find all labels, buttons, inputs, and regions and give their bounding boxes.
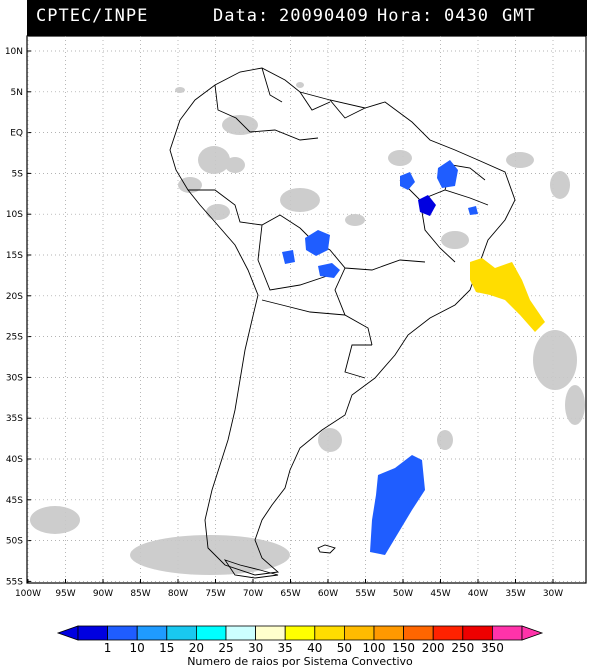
- colorbar-label: 250: [451, 641, 474, 655]
- lon-label: 80W: [168, 589, 188, 599]
- lon-label: 35W: [505, 589, 525, 599]
- lat-label: 50S: [6, 537, 23, 547]
- colorbar-title: Numero de raios por Sistema Convectivo: [187, 655, 413, 668]
- colorbar-swatch: [462, 625, 493, 641]
- system-amazon-3: [318, 263, 340, 278]
- system-ne-3: [418, 195, 436, 216]
- colorbar-label: 20: [189, 641, 204, 655]
- land-boundaries: [169, 67, 516, 579]
- system-amazon-2: [282, 250, 295, 264]
- colorbar-swatch: [491, 625, 523, 641]
- colorbar-max-arrow: [521, 625, 544, 641]
- lat-label: 20S: [6, 292, 23, 302]
- lon-label: 100W: [15, 589, 41, 599]
- lat-label: 45S: [6, 496, 23, 506]
- colorbar-swatch: [373, 625, 405, 641]
- lat-label: EQ: [10, 129, 23, 139]
- south-america-coast: [169, 67, 516, 576]
- colorbar-label: 150: [392, 641, 415, 655]
- map-frame: [26, 35, 587, 584]
- colorbar-swatch: [136, 625, 168, 641]
- convective-systems: [282, 160, 545, 555]
- colorbar-swatch: [255, 625, 286, 641]
- lon-label: 45W: [430, 589, 450, 599]
- lat-label: 10S: [6, 210, 23, 220]
- lat-label: 5S: [12, 169, 24, 179]
- lat-label: 5N: [11, 88, 23, 98]
- lon-label: 50W: [393, 589, 413, 599]
- lon-label: 85W: [130, 589, 150, 599]
- colorbar-swatch: [284, 625, 316, 641]
- colorbar-label: 350: [481, 641, 504, 655]
- date-label: Data:: [213, 6, 270, 26]
- colorbar-swatch: [107, 625, 138, 641]
- colorbar-swatch: [432, 625, 464, 641]
- cloud-cover: [30, 82, 585, 575]
- colorbar-label: 30: [248, 641, 263, 655]
- colorbar-label: 35: [278, 641, 293, 655]
- lat-label: 15S: [6, 251, 23, 261]
- hour-label: Hora:: [377, 6, 434, 26]
- timezone-label: GMT: [502, 6, 536, 26]
- lat-label: 55S: [6, 577, 23, 587]
- lon-label: 75W: [205, 589, 225, 599]
- lat-label: 35S: [6, 414, 23, 424]
- system-ne-4: [468, 206, 478, 215]
- lon-label: 95W: [55, 589, 75, 599]
- colorbar-label: 200: [422, 641, 445, 655]
- colorbar-min-arrow: [56, 625, 79, 641]
- hour-value: 0430: [444, 6, 489, 26]
- colorbar-label: 15: [159, 641, 174, 655]
- lat-label: 25S: [6, 333, 23, 343]
- colorbar-label: 25: [218, 641, 233, 655]
- colorbar-swatch: [403, 625, 434, 641]
- colorbar-swatch: [225, 625, 257, 641]
- colorbar: 1 10 15 20 25 30 35 40 50 100 150 200 250 350 Numero d…: [56, 625, 544, 668]
- system-atlantic-yellow: [470, 258, 545, 332]
- colorbar-swatch: [166, 625, 197, 641]
- lon-label: 65W: [280, 589, 300, 599]
- colorbar-label: 100: [363, 641, 386, 655]
- colorbar-label: 40: [307, 641, 322, 655]
- colorbar-label: 1: [104, 641, 112, 655]
- colorbar-swatch: [314, 625, 345, 641]
- falklands: [317, 544, 336, 554]
- system-ne-1: [400, 172, 415, 190]
- lon-label: 90W: [93, 589, 113, 599]
- colorbar-swatch: [343, 625, 375, 641]
- lon-label: 70W: [243, 589, 263, 599]
- lon-label: 30W: [543, 589, 563, 599]
- map-header: CPTEC/INPE Data: 20090409 Hora: 0430 GMT: [27, 0, 587, 36]
- lon-label: 60W: [318, 589, 338, 599]
- system-atlantic-south: [370, 455, 425, 555]
- source-label: CPTEC/INPE: [36, 6, 149, 26]
- lon-label: 55W: [355, 589, 375, 599]
- graticule: 10N 5N EQ 5S 10S 15S 20S 25S 30S 35S 40S 45S 50S 55S 1…: [5, 36, 586, 599]
- tierra-del-fuego: [223, 559, 279, 579]
- date-value: 20090409: [279, 6, 369, 26]
- system-ne-2: [437, 160, 458, 188]
- colorbar-swatch: [195, 625, 227, 641]
- colorbar-label: 10: [130, 641, 145, 655]
- system-amazon-1: [305, 230, 330, 256]
- lat-label: 40S: [6, 455, 23, 465]
- lon-label: 40W: [468, 589, 488, 599]
- country-borders: [188, 67, 489, 379]
- lat-label: 10N: [5, 47, 23, 57]
- lat-label: 30S: [6, 373, 23, 383]
- colorbar-label: 50: [337, 641, 352, 655]
- colorbar-swatch: [77, 625, 109, 641]
